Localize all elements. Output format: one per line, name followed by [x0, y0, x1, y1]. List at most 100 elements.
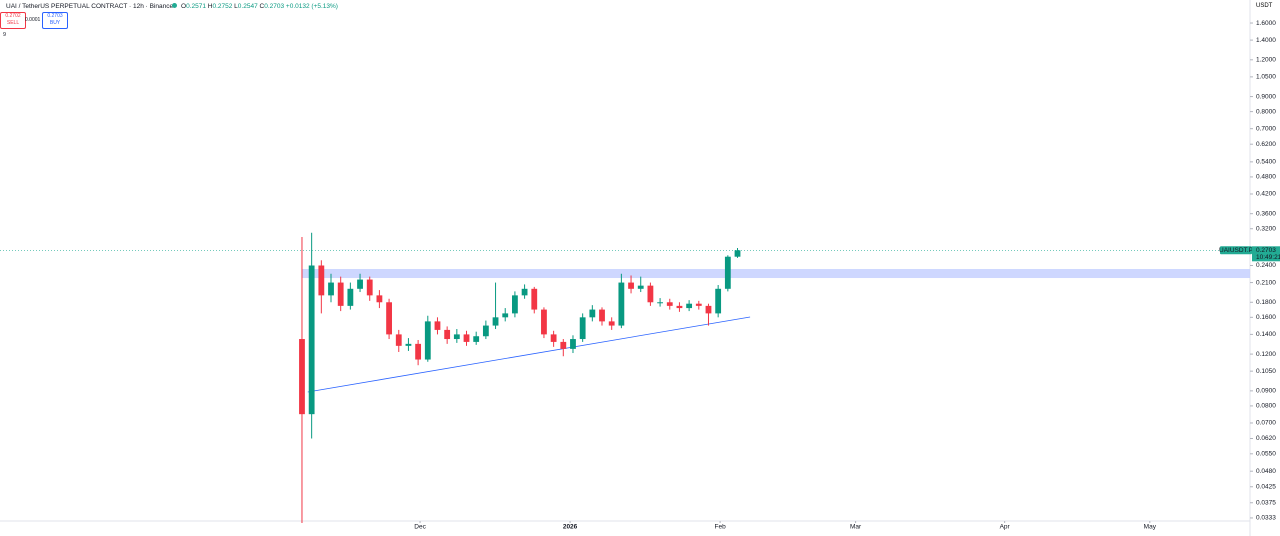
- candle-body: [560, 341, 567, 349]
- y-tick-label: 0.2100: [1256, 279, 1276, 286]
- symbol-label: UAIUSDT.P: [1219, 247, 1253, 254]
- buy-label: BUY: [49, 20, 61, 26]
- price-label-bg: [1252, 246, 1280, 262]
- candle-body: [541, 309, 547, 335]
- l-label: L: [234, 3, 238, 10]
- y-tick-label: 0.1600: [1256, 314, 1276, 321]
- zone: [301, 269, 1250, 279]
- y-tick-label: 0.0425: [1256, 483, 1276, 490]
- candle-body: [579, 317, 586, 340]
- y-tick-label: 0.5400: [1256, 159, 1276, 166]
- y-tick-label: 0.4800: [1256, 174, 1276, 181]
- y-tick-label: 1.6000: [1256, 20, 1276, 27]
- y-tick-label: 0.0800: [1256, 403, 1276, 410]
- candle-body: [599, 309, 605, 322]
- candle-body: [695, 303, 702, 306]
- status-dot: [172, 3, 177, 8]
- y-tick-label: 0.0700: [1256, 420, 1276, 427]
- candle-body: [453, 334, 460, 340]
- candle-body: [608, 321, 615, 326]
- price-axis-bg: [1250, 0, 1280, 536]
- candle-body: [724, 256, 731, 289]
- candle-body: [550, 334, 557, 342]
- currency-selector[interactable]: USDT: [1256, 3, 1273, 9]
- y-tick-label: 0.3200: [1256, 225, 1276, 232]
- candle-body: [463, 334, 470, 342]
- y-tick-label: 1.4000: [1256, 37, 1276, 44]
- c-label: C: [259, 3, 265, 10]
- buy-price: 0.2703: [47, 13, 63, 19]
- h-value: 0.2752: [212, 3, 233, 10]
- trendline: [307, 316, 751, 393]
- candle-body: [512, 295, 518, 314]
- price-label: 0.2703: [1256, 247, 1276, 254]
- candle-body: [308, 265, 315, 415]
- y-tick-label: 0.1200: [1256, 351, 1276, 358]
- x-tick-label: Apr: [1000, 524, 1011, 531]
- candle-body: [328, 282, 334, 296]
- y-tick-label: 0.4200: [1256, 191, 1276, 198]
- y-tick-label: 0.9000: [1256, 93, 1276, 100]
- candle-body: [618, 282, 625, 326]
- h-label: H: [207, 3, 213, 10]
- candle-body: [376, 295, 383, 303]
- candle-body: [482, 325, 489, 337]
- x-tick-label: May: [1144, 524, 1157, 531]
- x-tick-label: Dec: [414, 524, 426, 531]
- symbol-title: UAI / TetherUS PERPETUAL CONTRACT · 12h …: [6, 3, 174, 10]
- y-tick-label: 1.2000: [1256, 57, 1276, 64]
- candle-body: [405, 343, 412, 346]
- candle-body: [434, 321, 441, 330]
- y-tick-label: 0.0480: [1256, 468, 1276, 475]
- spread: 0.0001: [25, 17, 41, 23]
- candle-body: [357, 279, 363, 289]
- y-tick-label: 0.0550: [1256, 451, 1276, 458]
- c-value: 0.2703: [264, 3, 285, 10]
- candle-body: [424, 321, 431, 360]
- change: +0.0132 (+5.13%): [285, 3, 338, 10]
- sell-button[interactable]: 0.2702 SELL: [0, 12, 26, 29]
- o-value: 0.2571: [186, 3, 206, 10]
- countdown: 10:49:21: [1256, 254, 1280, 261]
- candle-body: [531, 288, 538, 310]
- candle-body: [676, 305, 683, 309]
- l-value: 0.2547: [237, 3, 258, 10]
- candle-body: [492, 317, 499, 326]
- candle-body: [395, 334, 402, 346]
- candle-body: [415, 343, 422, 360]
- symbol-label-bg: [1220, 246, 1252, 255]
- candle-body: [647, 285, 654, 303]
- sell-price: 0.2702: [5, 13, 21, 19]
- indicator-toggle[interactable]: 9: [3, 32, 7, 38]
- x-tick-label: Mar: [850, 524, 862, 531]
- y-tick-label: 1.0500: [1256, 74, 1276, 81]
- candle-body: [386, 302, 392, 335]
- y-tick-label: 0.1050: [1256, 368, 1276, 375]
- y-tick-label: 0.1400: [1256, 331, 1276, 338]
- candle-body: [628, 282, 634, 289]
- candle-body: [318, 265, 325, 296]
- header: UAI / TetherUS PERPETUAL CONTRACT · 12h …: [0, 0, 1240, 40]
- y-tick-label: 0.0900: [1256, 388, 1276, 395]
- candle-body: [502, 313, 509, 318]
- candle-body: [337, 282, 344, 306]
- buy-button[interactable]: 0.2703 BUY: [42, 12, 68, 29]
- candle-body: [705, 305, 712, 314]
- candle-body: [666, 302, 673, 306]
- candle-body: [347, 288, 354, 306]
- y-tick-label: 0.7000: [1256, 125, 1276, 132]
- candle-body: [473, 336, 480, 342]
- y-tick-label: 0.0620: [1256, 435, 1276, 442]
- ohlc: O0.2571 H0.2752 L0.2547 C0.2703 +0.0132 …: [181, 3, 338, 10]
- sell-label: SELL: [6, 20, 20, 26]
- y-tick-label: 0.8000: [1256, 108, 1276, 115]
- candle-body: [570, 339, 576, 349]
- y-tick-label: 0.3600: [1256, 210, 1276, 217]
- y-tick-label: 0.6200: [1256, 141, 1276, 148]
- candle-body: [589, 309, 596, 318]
- candle-body: [521, 288, 528, 296]
- candle-body: [686, 303, 693, 309]
- x-tick-label: Feb: [714, 524, 726, 531]
